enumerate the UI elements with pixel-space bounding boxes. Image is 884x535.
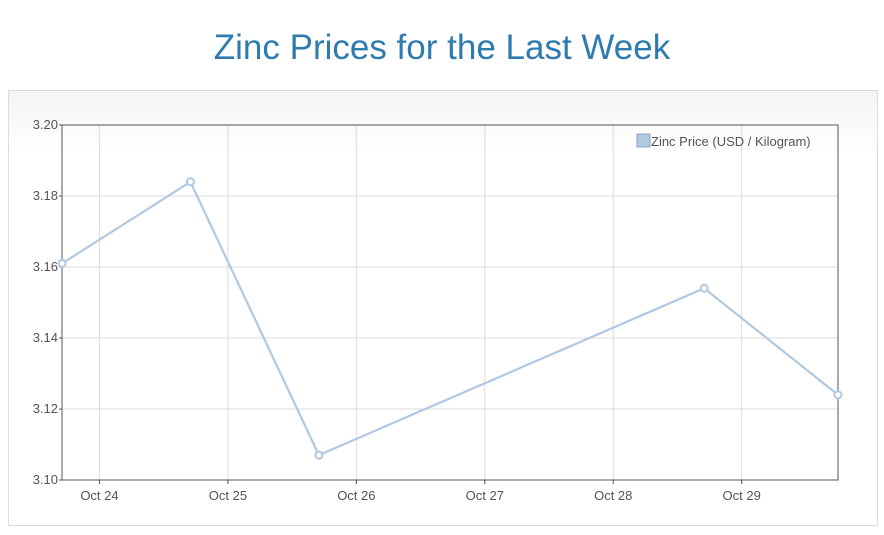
legend: Zinc Price (USD / Kilogram) [636, 133, 811, 149]
x-tick-label: Oct 28 [594, 488, 632, 503]
y-tick-label: 3.14 [33, 330, 58, 345]
axes: 3.10 3.12 3.14 3.16 3.18 3.20 Oct 24 Oct 25 Oct … [33, 117, 839, 503]
data-point[interactable] [57, 258, 67, 268]
data-point[interactable] [833, 390, 843, 400]
page-title: Zinc Prices for the Last Week [213, 28, 671, 67]
y-tick-label: 3.16 [33, 259, 58, 274]
series-line [61, 180, 839, 457]
data-point[interactable] [699, 283, 709, 293]
y-tick-label: 3.10 [33, 472, 58, 487]
x-tick-label: Oct 29 [723, 488, 761, 503]
y-tick-label: 3.12 [33, 401, 58, 416]
y-tick-label: 3.20 [33, 117, 58, 132]
data-point[interactable] [314, 450, 324, 460]
x-tick-label: Oct 27 [466, 488, 504, 503]
legend-swatch [636, 133, 651, 148]
x-tick-label: Oct 26 [337, 488, 375, 503]
data-point[interactable] [185, 177, 195, 187]
legend-label: Zinc Price (USD / Kilogram) [651, 134, 811, 149]
x-tick-label: Oct 25 [209, 488, 247, 503]
x-tick-label: Oct 24 [80, 488, 118, 503]
y-tick-label: 3.18 [33, 188, 58, 203]
series-layer [57, 177, 843, 460]
plot-frame [61, 124, 839, 481]
chart-panel [8, 90, 878, 526]
